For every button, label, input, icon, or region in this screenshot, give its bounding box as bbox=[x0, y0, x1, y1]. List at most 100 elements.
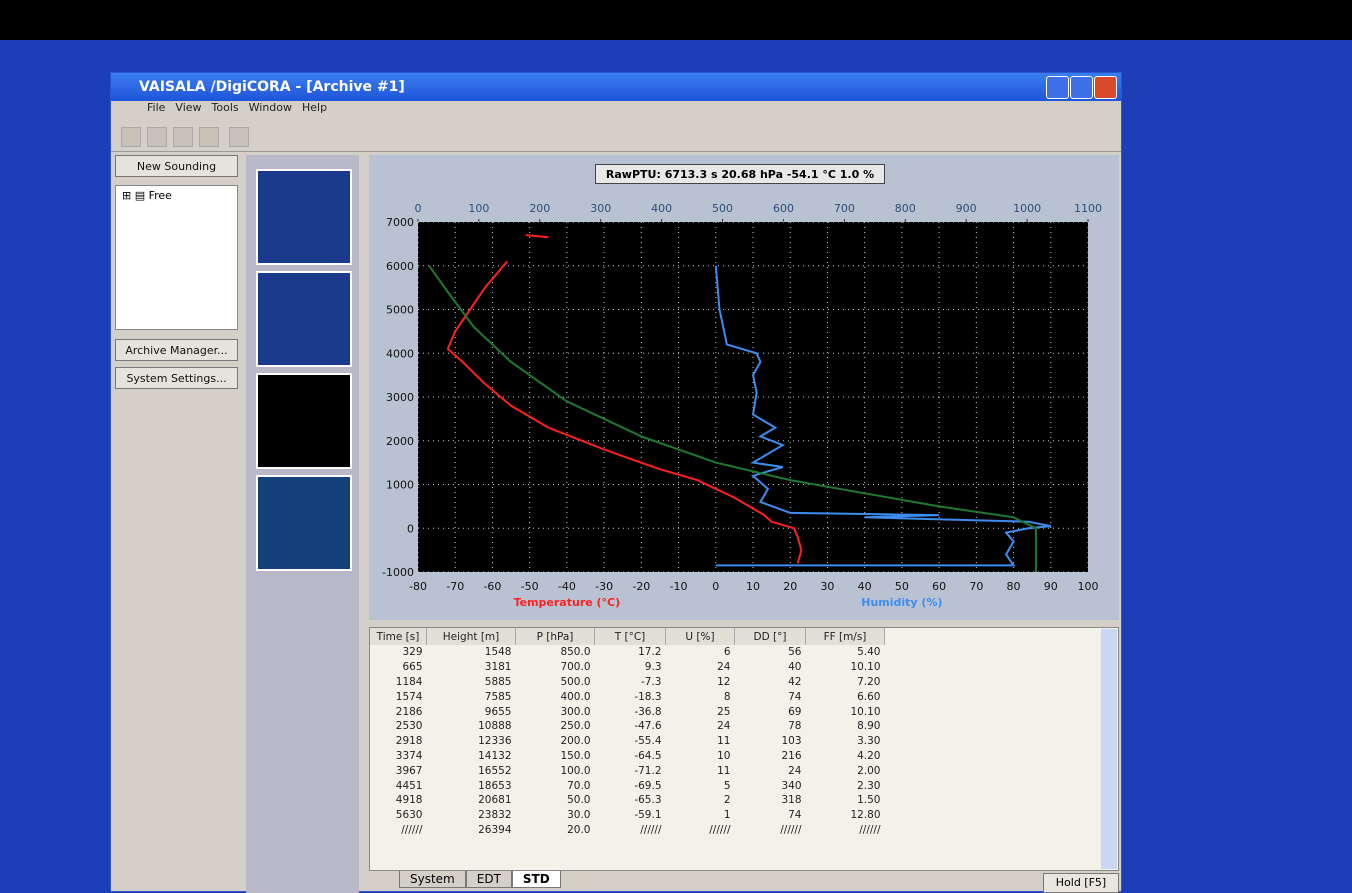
y-tick-label: 7000 bbox=[386, 216, 414, 229]
series-label: Humidity (%) bbox=[861, 596, 942, 609]
table-cell: 300.0 bbox=[516, 704, 595, 719]
tool-icon[interactable] bbox=[147, 127, 167, 147]
tool-icon[interactable] bbox=[121, 127, 141, 147]
table-cell: 23832 bbox=[427, 808, 516, 823]
table-cell: 500.0 bbox=[516, 675, 595, 690]
table-cell: 329 bbox=[370, 645, 427, 660]
title-bar: VAISALA /DigiCORA - [Archive #1] bbox=[111, 73, 1121, 101]
menu-item[interactable]: File bbox=[147, 101, 165, 114]
hold-button[interactable]: Hold [F5] bbox=[1043, 873, 1119, 893]
table-cell: 2.30 bbox=[806, 778, 885, 793]
table-cell: 40 bbox=[735, 660, 806, 675]
tile[interactable] bbox=[256, 373, 352, 469]
table-cell: 56 bbox=[735, 645, 806, 660]
table-cell: 340 bbox=[735, 778, 806, 793]
table-cell: 70.0 bbox=[516, 778, 595, 793]
table-cell: ////// bbox=[666, 823, 735, 838]
tool-icon[interactable] bbox=[173, 127, 193, 147]
table-cell: 3967 bbox=[370, 763, 427, 778]
x-tick-label: 30 bbox=[820, 580, 834, 593]
x2-tick-label: 400 bbox=[651, 202, 672, 215]
tile[interactable] bbox=[256, 271, 352, 367]
table-cell: 400.0 bbox=[516, 689, 595, 704]
tree-item[interactable]: ⊞ ▤ Free bbox=[116, 186, 237, 205]
table-cell: 1184 bbox=[370, 675, 427, 690]
tile[interactable] bbox=[256, 475, 352, 571]
table-cell: 24 bbox=[666, 719, 735, 734]
x-tick-label: -30 bbox=[595, 580, 613, 593]
tab[interactable]: STD bbox=[512, 871, 561, 888]
menu-item[interactable]: Help bbox=[302, 101, 327, 114]
x-tick-label: 50 bbox=[895, 580, 909, 593]
table-cell: 2530 bbox=[370, 719, 427, 734]
tab[interactable]: EDT bbox=[466, 871, 512, 888]
table-cell: 100.0 bbox=[516, 763, 595, 778]
table-cell: 50.0 bbox=[516, 793, 595, 808]
x-tick-label: 0 bbox=[712, 580, 719, 593]
system-settings-button[interactable]: System Settings... bbox=[115, 367, 238, 389]
table-cell: 4.20 bbox=[806, 749, 885, 764]
x2-tick-label: 0 bbox=[415, 202, 422, 215]
x2-tick-label: 900 bbox=[956, 202, 977, 215]
table-cell: -36.8 bbox=[595, 704, 666, 719]
table-row: 337414132150.0-64.5102164.20 bbox=[370, 749, 885, 764]
tab[interactable]: System bbox=[399, 871, 466, 888]
table-cell: -47.6 bbox=[595, 719, 666, 734]
table-cell: 850.0 bbox=[516, 645, 595, 660]
table-cell: 16552 bbox=[427, 763, 516, 778]
table-cell: 665 bbox=[370, 660, 427, 675]
table-cell: 2186 bbox=[370, 704, 427, 719]
y-tick-label: 3000 bbox=[386, 391, 414, 404]
tile[interactable] bbox=[256, 169, 352, 265]
table-cell: 24 bbox=[735, 763, 806, 778]
app-window: VAISALA /DigiCORA - [Archive #1] File Vie… bbox=[110, 72, 1122, 892]
x2-tick-label: 200 bbox=[529, 202, 550, 215]
table-cell: -69.5 bbox=[595, 778, 666, 793]
new-sounding-button[interactable]: New Sounding bbox=[115, 155, 238, 177]
table-cell: 20681 bbox=[427, 793, 516, 808]
table-cell: 3.30 bbox=[806, 734, 885, 749]
close-button[interactable] bbox=[1094, 76, 1117, 99]
table-cell: 4451 bbox=[370, 778, 427, 793]
table-cell: 9.3 bbox=[595, 660, 666, 675]
icon-panel bbox=[246, 155, 359, 893]
tool-icon[interactable] bbox=[229, 127, 249, 147]
menu-item[interactable]: View bbox=[175, 101, 201, 114]
archive-manager-button[interactable]: Archive Manager... bbox=[115, 339, 238, 361]
table-cell: ////// bbox=[806, 823, 885, 838]
data-table: Time [s]Height [m]P [hPa]T [°C]U [%]DD [… bbox=[369, 627, 1119, 871]
maximize-button[interactable] bbox=[1070, 76, 1093, 99]
series-label: Temperature (°C) bbox=[514, 596, 621, 609]
table-row: 11845885500.0-7.312427.20 bbox=[370, 675, 885, 690]
header-row: Time [s]Height [m]P [hPa]T [°C]U [%]DD [… bbox=[370, 628, 885, 645]
x-tick-label: 80 bbox=[1007, 580, 1021, 593]
menu-item[interactable]: Window bbox=[249, 101, 292, 114]
table-cell: -71.2 bbox=[595, 763, 666, 778]
x-tick-label: 20 bbox=[783, 580, 797, 593]
table-cell: 26394 bbox=[427, 823, 516, 838]
column-header: T [°C] bbox=[595, 628, 666, 645]
table-cell: 8.90 bbox=[806, 719, 885, 734]
minimize-button[interactable] bbox=[1046, 76, 1069, 99]
table-cell: 7585 bbox=[427, 689, 516, 704]
tool-icon[interactable] bbox=[199, 127, 219, 147]
menu-item[interactable]: Tools bbox=[212, 101, 239, 114]
table-cell: -55.4 bbox=[595, 734, 666, 749]
x-tick-label: -10 bbox=[670, 580, 688, 593]
x2-tick-label: 700 bbox=[834, 202, 855, 215]
x-tick-label: 100 bbox=[1078, 580, 1099, 593]
table-cell: 103 bbox=[735, 734, 806, 749]
table-cell: 1548 bbox=[427, 645, 516, 660]
table-cell: 5 bbox=[666, 778, 735, 793]
y-tick-label: 6000 bbox=[386, 260, 414, 273]
table-cell: 7.20 bbox=[806, 675, 885, 690]
scrollbar[interactable] bbox=[1101, 629, 1117, 869]
table-cell: -59.1 bbox=[595, 808, 666, 823]
table-cell: 2.00 bbox=[806, 763, 885, 778]
table-cell: ////// bbox=[595, 823, 666, 838]
screen-bezel bbox=[0, 0, 1352, 40]
table-cell: 1 bbox=[666, 808, 735, 823]
